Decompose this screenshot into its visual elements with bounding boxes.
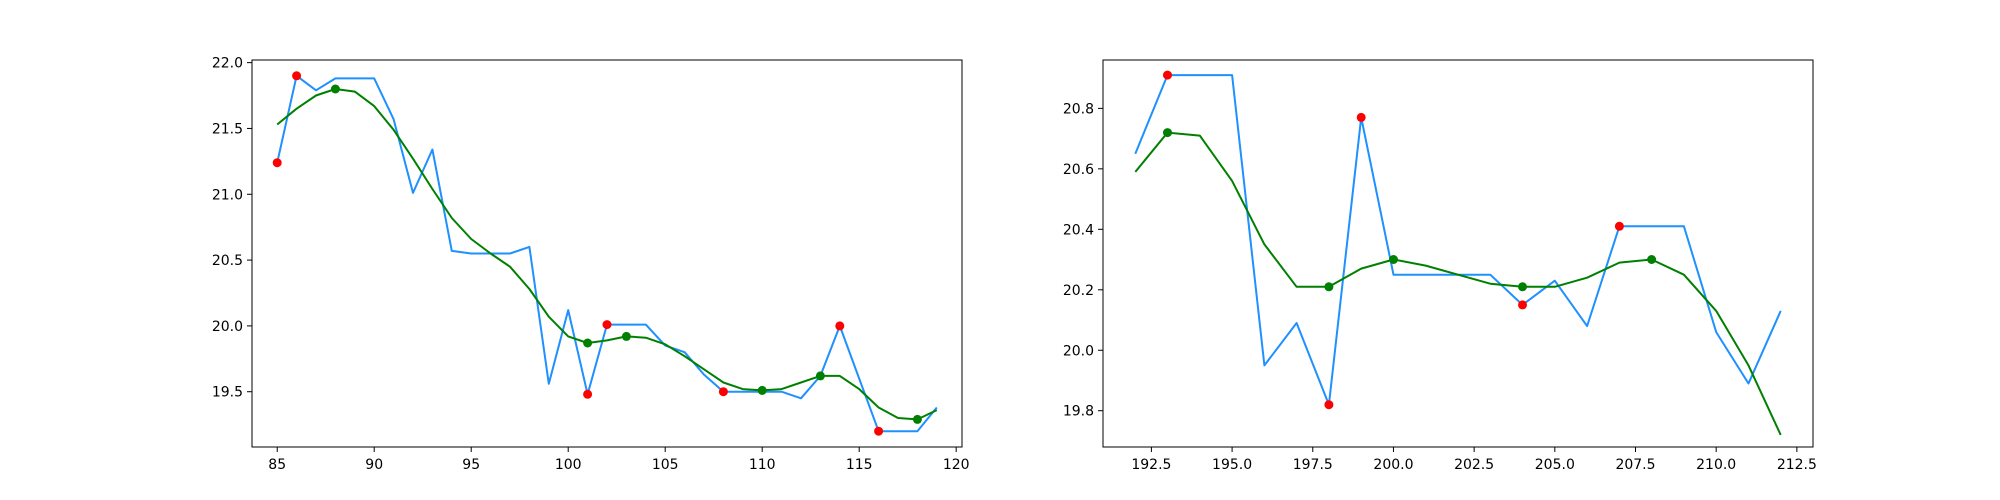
data-point (1518, 282, 1527, 292)
data-point (1163, 70, 1172, 80)
data-point (292, 71, 302, 81)
x-tick-label: 200.0 (1373, 457, 1413, 473)
x-tick-label: 192.5 (1131, 457, 1171, 473)
data-point (912, 414, 922, 424)
x-tick-label: 85 (268, 457, 286, 473)
data-point (272, 158, 282, 168)
y-tick-label: 20.4 (1063, 222, 1094, 238)
y-tick-label: 21.5 (212, 121, 243, 137)
data-point (1356, 112, 1366, 122)
data-point (583, 389, 593, 399)
x-tick-label: 105 (652, 457, 679, 473)
data-point (583, 338, 593, 348)
series-line-2 (276, 88, 938, 421)
y-tick-label: 20.5 (212, 253, 243, 269)
data-point (1647, 255, 1657, 264)
x-tick-label: 207.5 (1615, 457, 1655, 473)
x-tick-label: 202.5 (1454, 457, 1494, 473)
data-point (835, 321, 845, 331)
x-tick-label: 195.0 (1212, 457, 1252, 473)
chart-2: 192.5 195.0 197.5 200.0 202.5 205.0 207.5 210.0… (1063, 59, 1817, 473)
x-tick-label: 110 (749, 457, 776, 473)
x-tick-label: 205.0 (1535, 457, 1575, 473)
series-line-1 (1134, 74, 1782, 406)
data-point (757, 385, 767, 395)
x-tick-label: 197.5 (1293, 457, 1333, 473)
x-tick-label: 95 (462, 457, 480, 473)
data-point (1163, 128, 1172, 138)
y-tick-label: 21.0 (212, 187, 243, 203)
x-tick-label: 120 (943, 457, 970, 473)
y-tick-label: 20.8 (1063, 101, 1094, 117)
y-tick-label: 19.5 (212, 385, 243, 401)
data-point (330, 84, 340, 94)
x-tick-label: 90 (365, 457, 383, 473)
data-point (874, 426, 884, 436)
data-point (1324, 400, 1334, 410)
x-tick-label: 212.5 (1777, 457, 1817, 473)
data-point (1324, 282, 1334, 292)
x-tick-label: 115 (846, 457, 873, 473)
plot-frame (251, 59, 963, 448)
data-point (1614, 221, 1624, 231)
data-point (718, 387, 728, 397)
plot-frame (1102, 59, 1814, 448)
chart-1: 85 90 95 100 105 110 115 120 19.5 20.0 20.5 21.0 21.… (212, 56, 970, 473)
series-line-1 (276, 74, 938, 433)
y-tick-label: 20.2 (1063, 283, 1094, 299)
data-point (1389, 255, 1398, 264)
data-point (815, 371, 825, 381)
data-point (621, 331, 631, 341)
series-line-2 (1134, 131, 1782, 436)
x-tick-label: 210.0 (1696, 457, 1736, 473)
y-tick-label: 22.0 (212, 56, 243, 72)
x-tick-label: 100 (555, 457, 582, 473)
y-tick-label: 20.6 (1063, 162, 1094, 178)
y-tick-label: 20.0 (212, 319, 243, 335)
y-tick-label: 19.8 (1063, 404, 1094, 420)
data-point (602, 320, 612, 330)
data-point (1518, 300, 1527, 310)
y-tick-label: 20.0 (1063, 343, 1094, 359)
